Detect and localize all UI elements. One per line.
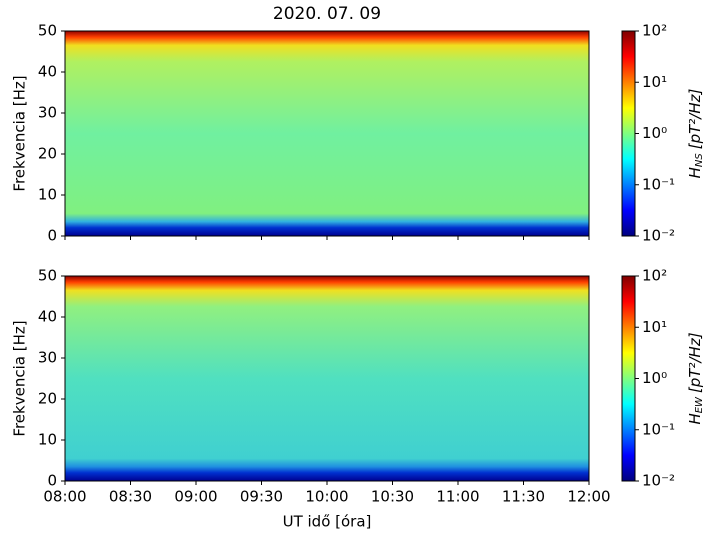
colorbar-unit: [pT²/Hz] [686,88,704,149]
y-tick-label: 10 [38,431,57,449]
x-tick-label: 09:00 [174,488,217,506]
x-tick-label: 10:00 [305,488,348,506]
x-tick-label: 08:30 [109,488,152,506]
colorbar-tick-label: 10⁻¹ [642,175,675,193]
x-tick-label: 11:00 [436,488,479,506]
colorbar-tick-label: 10⁰ [642,124,667,142]
colorbar [621,30,636,237]
colorbar-label: HNS [pT²/Hz] [686,88,706,178]
x-tick-label: 11:30 [502,488,545,506]
colorbar-symbol: H [686,167,704,178]
y-tick-label: 40 [38,308,57,326]
y-tick-label: 50 [38,22,57,40]
y-tick-label: 30 [38,349,57,367]
colorbar-subscript: NS [694,153,705,167]
y-tick-label: 20 [38,390,57,408]
x-tick-label: 12:00 [567,488,610,506]
x-tick-label: 08:00 [43,488,86,506]
y-tick-label: 20 [38,145,57,163]
colorbar-tick-label: 10² [642,22,667,40]
colorbar-unit: [pT²/Hz] [686,332,704,393]
colorbar-subscript: EW [694,396,705,413]
y-tick-label: 30 [38,104,57,122]
y-tick-label: 10 [38,186,57,204]
y-tick-label: 50 [38,267,57,285]
y-tick-label: 40 [38,63,57,81]
colorbar-label: HEW [pT²/Hz] [686,332,706,424]
y-axis-label: Frekvencia [Hz] [11,75,29,191]
colorbar-symbol: H [686,413,704,424]
spectrogram-image [65,31,589,236]
x-axis-label: UT idő [óra] [283,513,372,531]
x-tick-label: 09:30 [240,488,283,506]
colorbar-tick-label: 10⁻² [642,472,675,490]
colorbar-tick-label: 10⁻² [642,227,675,245]
y-tick-label: 0 [47,472,57,490]
y-axis-label: Frekvencia [Hz] [11,320,29,436]
colorbar [621,275,636,482]
colorbar-tick-label: 10² [642,267,667,285]
chart-title: 2020. 07. 09 [273,4,381,24]
spectrogram-image [65,276,589,481]
colorbar-tick-label: 10⁰ [642,369,667,387]
colorbar-tick-label: 10⁻¹ [642,420,675,438]
x-tick-label: 10:30 [371,488,414,506]
y-tick-label: 0 [47,227,57,245]
colorbar-tick-label: 10¹ [642,73,667,91]
colorbar-tick-label: 10¹ [642,318,667,336]
